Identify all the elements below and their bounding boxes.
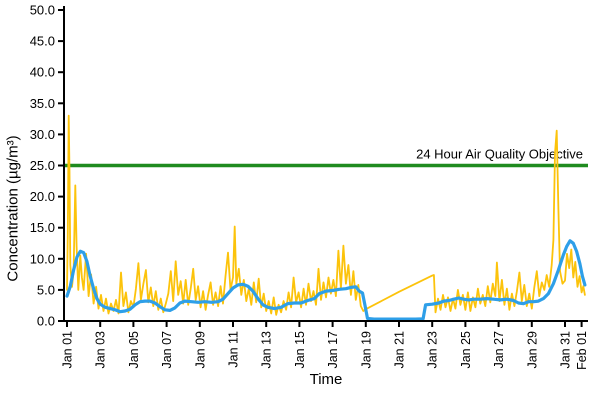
x-tick-label: Jan 19 bbox=[359, 331, 373, 369]
y-tick-label: 20.0 bbox=[30, 189, 55, 204]
x-tick-label: Jan 13 bbox=[260, 331, 274, 369]
x-tick-label: Jan 07 bbox=[160, 331, 174, 369]
x-tick-label: Jan 21 bbox=[393, 331, 407, 369]
y-tick-label: 10.0 bbox=[30, 251, 55, 266]
objective-line-label: 24 Hour Air Quality Objective bbox=[416, 147, 583, 162]
x-tick-label: Jan 27 bbox=[492, 331, 506, 369]
y-tick-label: 40.0 bbox=[30, 65, 55, 80]
x-tick-label: Jan 29 bbox=[525, 331, 539, 369]
x-tick-label: Jan 15 bbox=[293, 331, 307, 369]
y-tick-label: 35.0 bbox=[30, 96, 55, 111]
x-tick-label: Jan 17 bbox=[326, 331, 340, 369]
x-tick-label: Jan 31 bbox=[559, 331, 573, 369]
x-tick-label: Jan 01 bbox=[61, 331, 75, 369]
x-tick-label: Jan 09 bbox=[193, 331, 207, 369]
y-tick-label: 45.0 bbox=[30, 34, 55, 49]
x-tick-label: Jan 25 bbox=[459, 331, 473, 369]
x-tick-label: Feb 01 bbox=[575, 331, 589, 370]
y-axis-title: Concentration (µg/m³) bbox=[4, 135, 22, 282]
y-tick-label: 30.0 bbox=[30, 127, 55, 142]
y-tick-label: 25.0 bbox=[30, 158, 55, 173]
y-tick-label: 15.0 bbox=[30, 220, 55, 235]
y-tick-label: 50.0 bbox=[30, 3, 55, 18]
x-tick-label: Jan 11 bbox=[227, 331, 241, 368]
x-tick-label: Jan 23 bbox=[426, 331, 440, 369]
y-tick-label: 5.0 bbox=[37, 282, 55, 297]
x-tick-label: Jan 03 bbox=[94, 331, 108, 369]
series-rolling-24h-mean bbox=[65, 239, 587, 321]
x-axis-title: Time bbox=[309, 371, 343, 388]
y-tick-label: 0.0 bbox=[37, 314, 55, 329]
x-tick-label: Jan 05 bbox=[127, 331, 141, 369]
